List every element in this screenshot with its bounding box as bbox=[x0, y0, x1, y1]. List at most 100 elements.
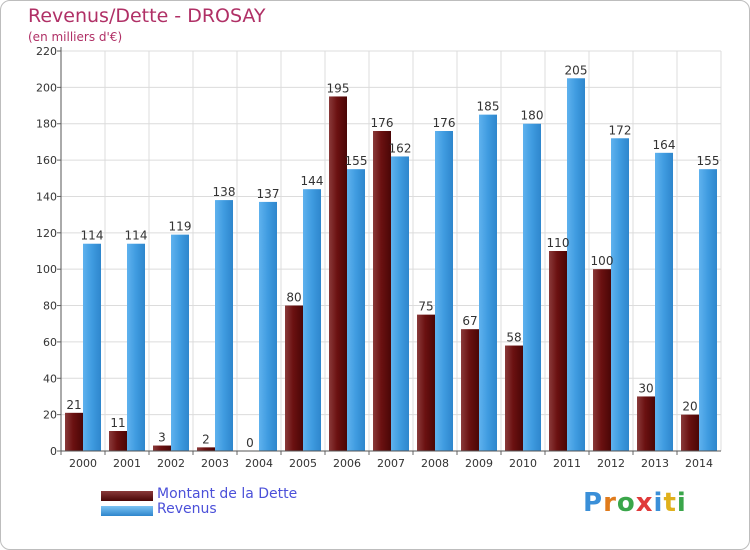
y-tick-label: 0 bbox=[50, 445, 57, 458]
y-tick-label: 140 bbox=[36, 190, 57, 203]
bar-debt bbox=[505, 345, 523, 451]
data-label-debt: 20 bbox=[682, 400, 697, 414]
bar-debt bbox=[593, 269, 611, 451]
data-label-revenus: 155 bbox=[345, 154, 368, 168]
logo-letter: i bbox=[653, 488, 664, 518]
bar-revenus bbox=[347, 169, 365, 451]
y-tick-label: 220 bbox=[36, 45, 57, 58]
y-tick-label: 80 bbox=[43, 300, 57, 313]
data-labels: 21 114 11 114 3 119 2 138 0 137 80 144 195 155 176 162 7… bbox=[66, 63, 719, 450]
data-label-debt: 80 bbox=[286, 291, 301, 305]
bar-debt bbox=[197, 447, 215, 451]
bars bbox=[65, 78, 717, 452]
data-label-debt: 2 bbox=[202, 432, 210, 446]
legend-swatch-debt bbox=[101, 491, 153, 501]
x-tick-label: 2006 bbox=[333, 457, 361, 470]
proxiti-logo: Proxiti bbox=[583, 488, 687, 518]
bar-debt bbox=[285, 305, 303, 451]
x-tick-label: 2014 bbox=[685, 457, 713, 470]
logo-letter: i bbox=[676, 488, 687, 518]
bar-debt bbox=[109, 431, 127, 451]
data-label-debt: 75 bbox=[418, 300, 433, 314]
data-label-debt: 58 bbox=[506, 331, 521, 345]
bar-revenus bbox=[215, 200, 233, 451]
bar-debt bbox=[681, 414, 699, 451]
y-tick-label: 40 bbox=[43, 372, 57, 385]
data-label-debt: 0 bbox=[246, 436, 254, 450]
x-tick-label: 2005 bbox=[289, 457, 317, 470]
bar-revenus bbox=[127, 243, 145, 451]
bar-debt bbox=[65, 412, 83, 451]
data-label-revenus: 172 bbox=[609, 123, 632, 137]
data-label-debt: 3 bbox=[158, 431, 166, 445]
data-label-debt: 100 bbox=[591, 254, 614, 268]
y-tick-label: 160 bbox=[36, 154, 57, 167]
data-label-debt: 30 bbox=[638, 381, 653, 395]
x-tick-label: 2008 bbox=[421, 457, 449, 470]
bar-revenus bbox=[567, 78, 585, 451]
y-tick-label: 20 bbox=[43, 409, 57, 422]
x-tick-label: 2002 bbox=[157, 457, 185, 470]
bar-revenus bbox=[259, 201, 277, 451]
bar-debt bbox=[417, 314, 435, 451]
bar-revenus bbox=[303, 189, 321, 451]
y-tick-label: 120 bbox=[36, 227, 57, 240]
x-tick-label: 2004 bbox=[245, 457, 273, 470]
data-label-revenus: 176 bbox=[433, 116, 456, 130]
x-tick-label: 2000 bbox=[69, 457, 97, 470]
y-tick-label: 200 bbox=[36, 81, 57, 94]
data-label-revenus: 144 bbox=[301, 174, 324, 188]
data-label-revenus: 138 bbox=[213, 185, 236, 199]
data-label-debt: 67 bbox=[462, 314, 477, 328]
data-label-revenus: 185 bbox=[477, 100, 500, 114]
data-label-revenus: 114 bbox=[125, 229, 148, 243]
x-tick-label: 2009 bbox=[465, 457, 493, 470]
x-tick-label: 2010 bbox=[509, 457, 537, 470]
data-label-debt: 110 bbox=[547, 236, 570, 250]
data-label-revenus: 164 bbox=[653, 138, 676, 152]
bar-revenus bbox=[391, 156, 409, 452]
x-tick-label: 2013 bbox=[641, 457, 669, 470]
y-tick-label: 60 bbox=[43, 336, 57, 349]
legend-label-revenus: Revenus bbox=[157, 501, 217, 517]
logo-letter: o bbox=[616, 488, 636, 518]
bar-debt bbox=[637, 396, 655, 451]
bar-debt bbox=[373, 131, 391, 451]
bar-revenus bbox=[655, 152, 673, 451]
chart-subtitle: (en milliers d'€) bbox=[28, 30, 123, 44]
x-tick-label: 2001 bbox=[113, 457, 141, 470]
bar-debt bbox=[549, 251, 567, 451]
bar-debt bbox=[153, 445, 171, 451]
chart-title: Revenus/Dette - DROSAY bbox=[28, 5, 266, 27]
logo-letter: r bbox=[603, 488, 617, 518]
data-label-revenus: 137 bbox=[257, 187, 280, 201]
bar-debt bbox=[461, 329, 479, 451]
logo-letter: t bbox=[663, 488, 677, 518]
data-label-revenus: 119 bbox=[169, 220, 192, 234]
bar-revenus bbox=[479, 114, 497, 452]
bar-debt bbox=[329, 96, 347, 452]
bar-revenus bbox=[435, 131, 453, 451]
data-label-revenus: 114 bbox=[81, 229, 104, 243]
y-tick-label: 100 bbox=[36, 263, 57, 276]
x-tick-label: 2007 bbox=[377, 457, 405, 470]
data-label-revenus: 155 bbox=[697, 154, 720, 168]
data-label-debt: 11 bbox=[110, 416, 125, 430]
legend-swatch-revenus bbox=[101, 506, 153, 516]
data-label-revenus: 180 bbox=[521, 109, 544, 123]
bar-revenus bbox=[171, 234, 189, 451]
data-label-debt: 195 bbox=[327, 81, 350, 95]
bar-revenus bbox=[611, 138, 629, 452]
x-tick-label: 2012 bbox=[597, 457, 625, 470]
logo-letter: P bbox=[583, 488, 604, 518]
y-tick-label: 180 bbox=[36, 118, 57, 131]
x-tick-label: 2003 bbox=[201, 457, 229, 470]
data-label-revenus: 162 bbox=[389, 141, 412, 155]
bar-revenus bbox=[699, 169, 717, 451]
bar-revenus bbox=[523, 123, 541, 452]
logo-letter: x bbox=[635, 488, 654, 518]
legend-label-debt: Montant de la Dette bbox=[157, 486, 298, 502]
